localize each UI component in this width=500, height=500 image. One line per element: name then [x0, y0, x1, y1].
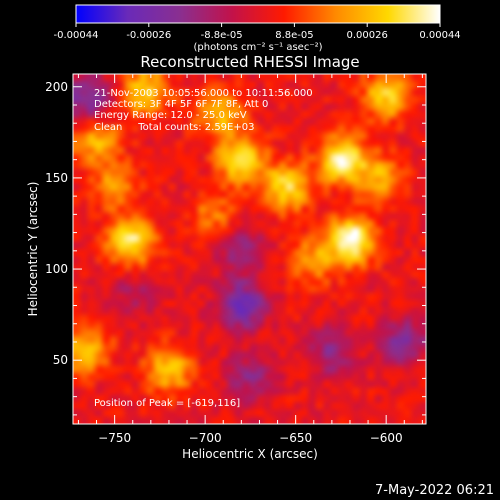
colorbar-tick-label: -0.00044 [54, 30, 99, 41]
colorbar-fill [76, 5, 440, 23]
x-axis-label: Heliocentric X (arcsec) [182, 447, 318, 461]
colorbar-tick-label: -0.00026 [126, 30, 171, 41]
colorbar-ticks: -0.00044 -0.00026 -8.8e-05 8.8e-05 0.00026 0.… [54, 23, 461, 41]
colorbar-tick-label: 8.8e-05 [275, 30, 313, 41]
colorbar-tick-label: 0.00026 [347, 30, 388, 41]
annotation-method: Clean Total counts: 2.59E+03 [94, 122, 254, 133]
y-tick-label: 200 [45, 80, 68, 94]
x-tick-label: −700 [189, 431, 222, 445]
x-tick-label: −650 [279, 431, 312, 445]
colorbar-tick-label: 0.00044 [419, 30, 460, 41]
colorbar-units: (photons cm⁻² s⁻¹ asec⁻²) [193, 42, 322, 53]
heatmap-image [73, 74, 426, 424]
footer-date: 7-May-2022 06:21 [375, 483, 494, 498]
plot-frame [72, 73, 427, 425]
y-tick-label: 50 [53, 353, 68, 367]
x-tick-label: −600 [370, 431, 403, 445]
plot-area: −750 −700 −650 −600 50 100 150 200 21-Nov-2003… [45, 73, 427, 445]
annotation-time-range: 21-Nov-2003 10:05:56.000 to 10:11:56.000 [94, 88, 313, 99]
annotation-peak: Position of Peak = [-619,116] [94, 398, 240, 409]
axis-ticks [73, 74, 426, 424]
chart-title: Reconstructed RHESSI Image [140, 53, 359, 71]
y-tick-label: 100 [45, 262, 68, 276]
x-tick-labels: −750 −700 −650 −600 [98, 431, 403, 445]
y-tick-labels: 50 100 150 200 [45, 80, 68, 367]
x-tick-label: −750 [98, 431, 131, 445]
y-axis-label: Heliocentric Y (arcsec) [26, 182, 40, 317]
colorbar-frame [75, 4, 441, 24]
colorbar-tick-label: -8.8e-05 [201, 30, 243, 41]
y-tick-label: 150 [45, 171, 68, 185]
annotation-energy: Energy Range: 12.0 - 25.0 keV [94, 110, 247, 121]
annotation-detectors: Detectors: 3F 4F 5F 6F 7F 8F, Att 0 [94, 99, 268, 110]
colorbar: -0.00044 -0.00026 -8.8e-05 8.8e-05 0.00026 0.… [54, 4, 461, 53]
